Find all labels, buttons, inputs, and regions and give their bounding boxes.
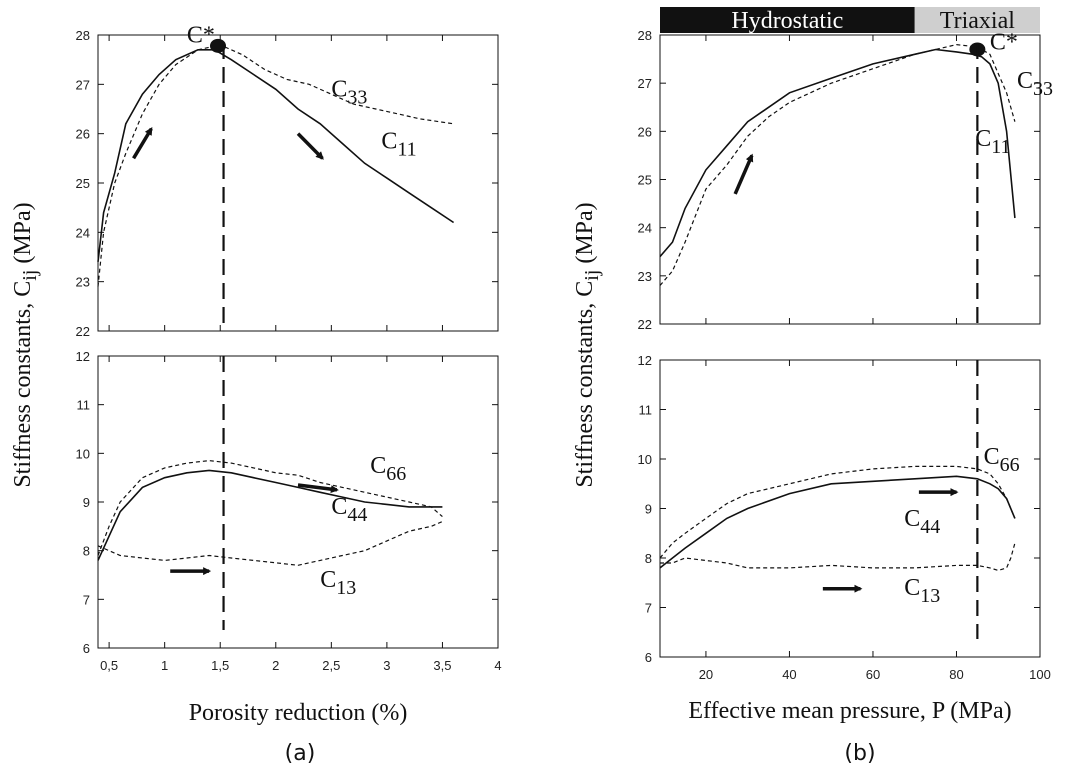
y-tick-label: 9 <box>83 495 90 510</box>
plot-frame <box>97 355 499 649</box>
panel-top-a: 22 23 24 25 26 27 28 C33 C11 C* <box>76 22 499 339</box>
series-c44 <box>659 475 1016 569</box>
direction-arrow <box>132 127 153 160</box>
x-tick-label: 2 <box>272 658 279 673</box>
y-tick-label: 10 <box>76 446 90 461</box>
y-tick-label: 7 <box>645 601 652 616</box>
y-tick-label: 26 <box>76 127 90 142</box>
x-tick-label: 3 <box>383 658 390 673</box>
y-tick-label: 22 <box>76 324 90 339</box>
banner-right-text: Triaxial <box>940 8 1015 34</box>
y-tick-label: 26 <box>638 124 652 139</box>
y-tick-label: 28 <box>638 28 652 43</box>
plot-frame <box>659 34 1041 325</box>
banner-hydrostatic <box>660 7 915 33</box>
plot-frame <box>97 34 499 332</box>
series-c11 <box>97 48 455 262</box>
curve-label: C33 <box>1017 68 1053 100</box>
x-tick-label: 20 <box>699 667 713 682</box>
curve-label: C13 <box>904 575 940 607</box>
series-c33 <box>659 43 1016 286</box>
series-c44 <box>97 469 443 561</box>
curve-label: C33 <box>331 77 367 109</box>
chart-a: 22232425262728C33C11C*6789101112C66C44C1… <box>10 22 502 766</box>
plot-frame <box>659 359 1041 658</box>
series-c11 <box>659 48 1016 258</box>
y-tick-label: 8 <box>645 551 652 566</box>
y-tick-label: 27 <box>76 77 90 92</box>
x-tick-label: 100 <box>1029 667 1051 682</box>
y-tick-label: 23 <box>76 275 90 290</box>
series-c13 <box>660 542 1016 572</box>
series-c33 <box>97 44 454 287</box>
curve-label: C11 <box>381 128 416 160</box>
banner-triaxial <box>914 7 1040 33</box>
panel-bottom-b: 6 7 8 9 10 11 12 C66 C44 C13 <box>638 353 1041 665</box>
y-tick-label: 23 <box>638 269 652 284</box>
series-c66 <box>659 465 1016 559</box>
x-tick-label: 60 <box>866 667 880 682</box>
y-axis-label: Stiffness constants, Cij (MPa) <box>572 202 603 487</box>
curve-label: C44 <box>904 506 940 538</box>
banner-left-text: Hydrostatic <box>731 8 843 34</box>
y-axis-label: Stiffness constants, Cij (MPa) <box>10 202 41 487</box>
series-c13 <box>97 520 443 566</box>
y-tick-label: 25 <box>638 173 652 188</box>
x-tick-label: 40 <box>782 667 796 682</box>
peak-marker <box>210 38 226 53</box>
y-tick-label: 6 <box>83 641 90 656</box>
y-tick-label: 9 <box>645 502 652 517</box>
x-tick-label: 80 <box>949 667 963 682</box>
panel-caption: (a) <box>285 741 316 766</box>
curve-label: C66 <box>370 453 406 485</box>
curve-label: C* <box>990 29 1018 55</box>
y-tick-label: 11 <box>77 398 91 413</box>
curve-label: C* <box>187 22 215 48</box>
panel-caption: (b) <box>844 741 875 766</box>
y-tick-label: 12 <box>76 349 90 364</box>
y-tick-label: 11 <box>639 403 653 418</box>
y-tick-label: 8 <box>83 544 90 559</box>
y-tick-label: 25 <box>76 176 90 191</box>
curve-label: C11 <box>975 126 1010 158</box>
y-tick-label: 24 <box>76 225 90 240</box>
y-tick-label: 12 <box>638 353 652 368</box>
direction-arrow <box>297 483 339 494</box>
y-tick-label: 22 <box>638 317 652 332</box>
series-c66 <box>97 459 443 556</box>
x-axis-label: Porosity reduction (%) <box>189 700 408 726</box>
x-tick-label: 1 <box>161 658 168 673</box>
x-tick-label: 4 <box>494 658 501 673</box>
y-tick-label: 28 <box>76 28 90 43</box>
x-tick-label: 1,5 <box>211 658 229 673</box>
y-tick-label: 27 <box>638 76 652 91</box>
direction-arrow <box>296 132 324 160</box>
curve-label: C13 <box>320 567 356 599</box>
x-tick-label: 3,5 <box>433 658 451 673</box>
y-tick-label: 6 <box>645 650 652 665</box>
direction-arrow <box>733 153 754 195</box>
x-axis-label: Effective mean pressure, P (MPa) <box>688 698 1011 724</box>
y-tick-label: 10 <box>638 452 652 467</box>
y-tick-label: 24 <box>638 221 652 236</box>
y-tick-label: 7 <box>83 592 90 607</box>
x-tick-label: 0,5 <box>100 658 118 673</box>
curve-label: C66 <box>984 444 1020 476</box>
x-tick-label: 2,5 <box>322 658 340 673</box>
